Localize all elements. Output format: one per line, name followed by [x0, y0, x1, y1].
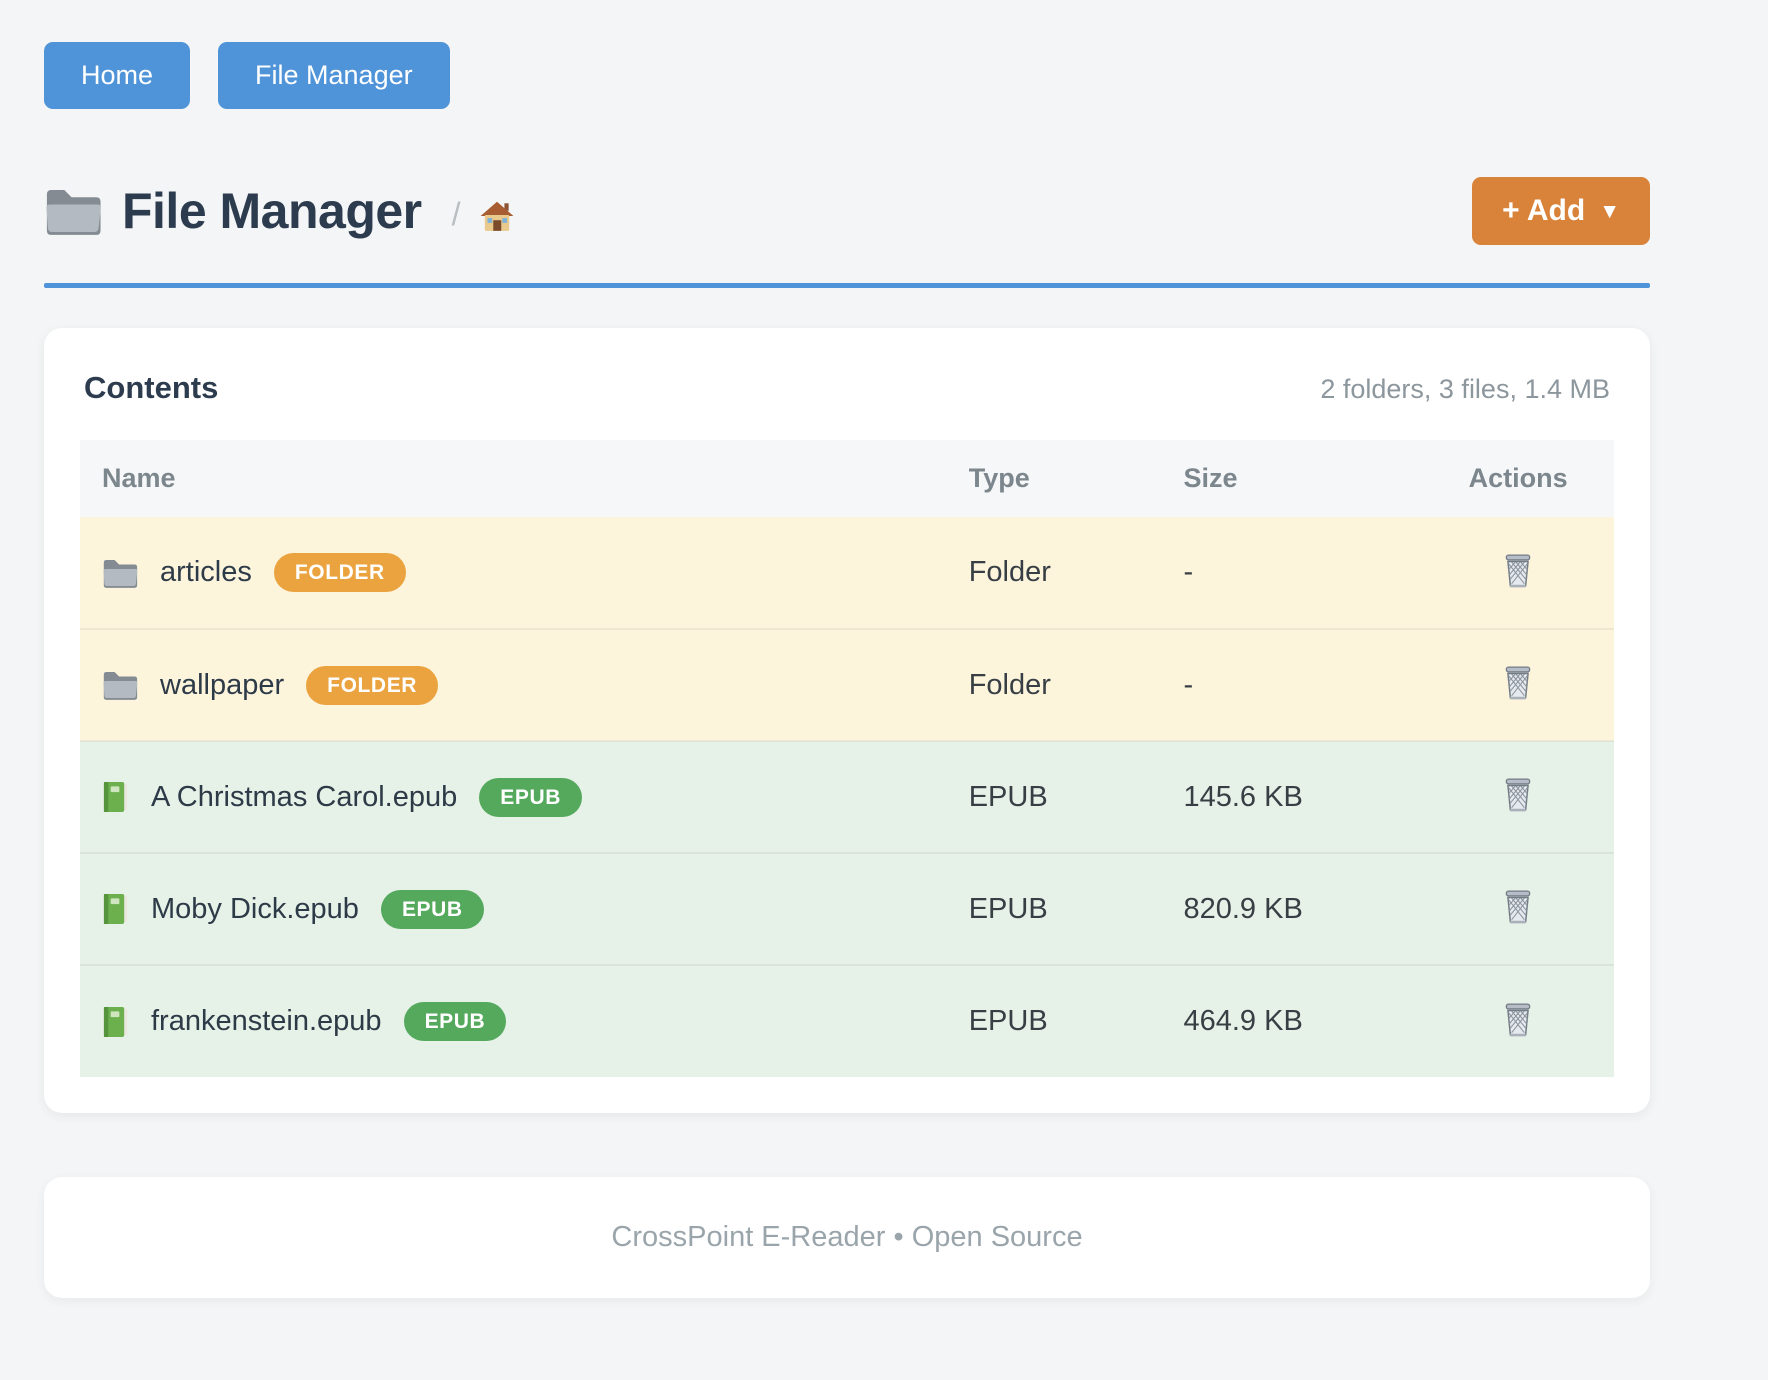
home-icon[interactable] [479, 199, 515, 233]
type-cell: EPUB [946, 740, 1162, 853]
file-name-link[interactable]: A Christmas Carol.epub [151, 780, 458, 813]
contents-card-header: Contents 2 folders, 3 files, 1.4 MB [80, 364, 1614, 406]
folder-icon [44, 187, 102, 235]
nav-home-button[interactable]: Home [44, 42, 191, 109]
file-name-link[interactable]: frankenstein.epub [151, 1005, 382, 1037]
file-table: Name Type Size Actions articles FOLDER [80, 440, 1614, 1077]
table-row: wallpaper FOLDER Folder - [80, 628, 1614, 741]
trash-icon [1502, 777, 1534, 813]
delete-button[interactable] [1498, 549, 1538, 593]
folder-icon [102, 558, 138, 588]
contents-card: Contents 2 folders, 3 files, 1.4 MB Name… [44, 328, 1650, 1113]
page-title: File Manager [122, 183, 422, 239]
page-header: File Manager / + Add ▼ [44, 177, 1650, 245]
size-cell: 820.9 KB [1161, 852, 1423, 965]
contents-title: Contents [84, 370, 219, 405]
type-badge: EPUB [380, 889, 484, 929]
delete-button[interactable] [1498, 998, 1538, 1042]
add-button-label: + Add [1502, 194, 1586, 227]
table-row: frankenstein.epub EPUB EPUB 464.9 KB [80, 964, 1614, 1077]
type-cell: EPUB [946, 964, 1162, 1077]
delete-button[interactable] [1498, 661, 1538, 705]
column-header-size: Size [1161, 440, 1423, 517]
table-row: articles FOLDER Folder - [80, 517, 1614, 629]
footer-text: CrossPoint E-Reader • Open Source [611, 1221, 1083, 1253]
breadcrumb-separator: / [451, 195, 461, 232]
type-cell: Folder [946, 517, 1162, 629]
page-container: Home File Manager File Manager / + Add ▼ [44, 0, 1650, 1298]
book-icon [102, 1005, 129, 1039]
size-cell: 464.9 KB [1161, 964, 1423, 1077]
trash-icon [1502, 553, 1534, 589]
footer: CrossPoint E-Reader • Open Source [44, 1177, 1650, 1298]
size-cell: - [1161, 628, 1423, 741]
delete-button[interactable] [1498, 885, 1538, 929]
trash-icon [1502, 1002, 1534, 1038]
table-row: Moby Dick.epub EPUB EPUB 820.9 KB [80, 852, 1614, 965]
trash-icon [1502, 665, 1534, 701]
file-name-link[interactable]: Moby Dick.epub [151, 892, 359, 925]
book-icon [102, 780, 129, 814]
file-name-link[interactable]: wallpaper [160, 668, 285, 701]
add-button[interactable]: + Add ▼ [1472, 177, 1650, 245]
column-header-actions: Actions [1422, 440, 1614, 517]
type-badge: EPUB [403, 1002, 507, 1041]
folder-icon [102, 670, 138, 700]
contents-summary: 2 folders, 3 files, 1.4 MB [1320, 374, 1610, 404]
type-cell: Folder [946, 628, 1162, 741]
table-row: A Christmas Carol.epub EPUB EPUB 145.6 K… [80, 740, 1614, 853]
column-header-type: Type [946, 440, 1162, 517]
trash-icon [1502, 889, 1534, 925]
delete-button[interactable] [1498, 773, 1538, 817]
type-badge: FOLDER [273, 553, 406, 592]
table-header-row: Name Type Size Actions [80, 440, 1614, 517]
column-header-name: Name [80, 440, 947, 517]
top-nav: Home File Manager [44, 0, 1650, 109]
type-cell: EPUB [946, 852, 1162, 965]
size-cell: 145.6 KB [1161, 740, 1423, 853]
nav-file-manager-button[interactable]: File Manager [218, 42, 450, 109]
book-icon [102, 892, 129, 926]
title-divider [44, 283, 1650, 288]
size-cell: - [1161, 517, 1423, 629]
type-badge: FOLDER [306, 665, 439, 705]
caret-down-icon: ▼ [1599, 200, 1620, 223]
file-name-link[interactable]: articles [160, 556, 252, 588]
type-badge: EPUB [479, 777, 582, 817]
